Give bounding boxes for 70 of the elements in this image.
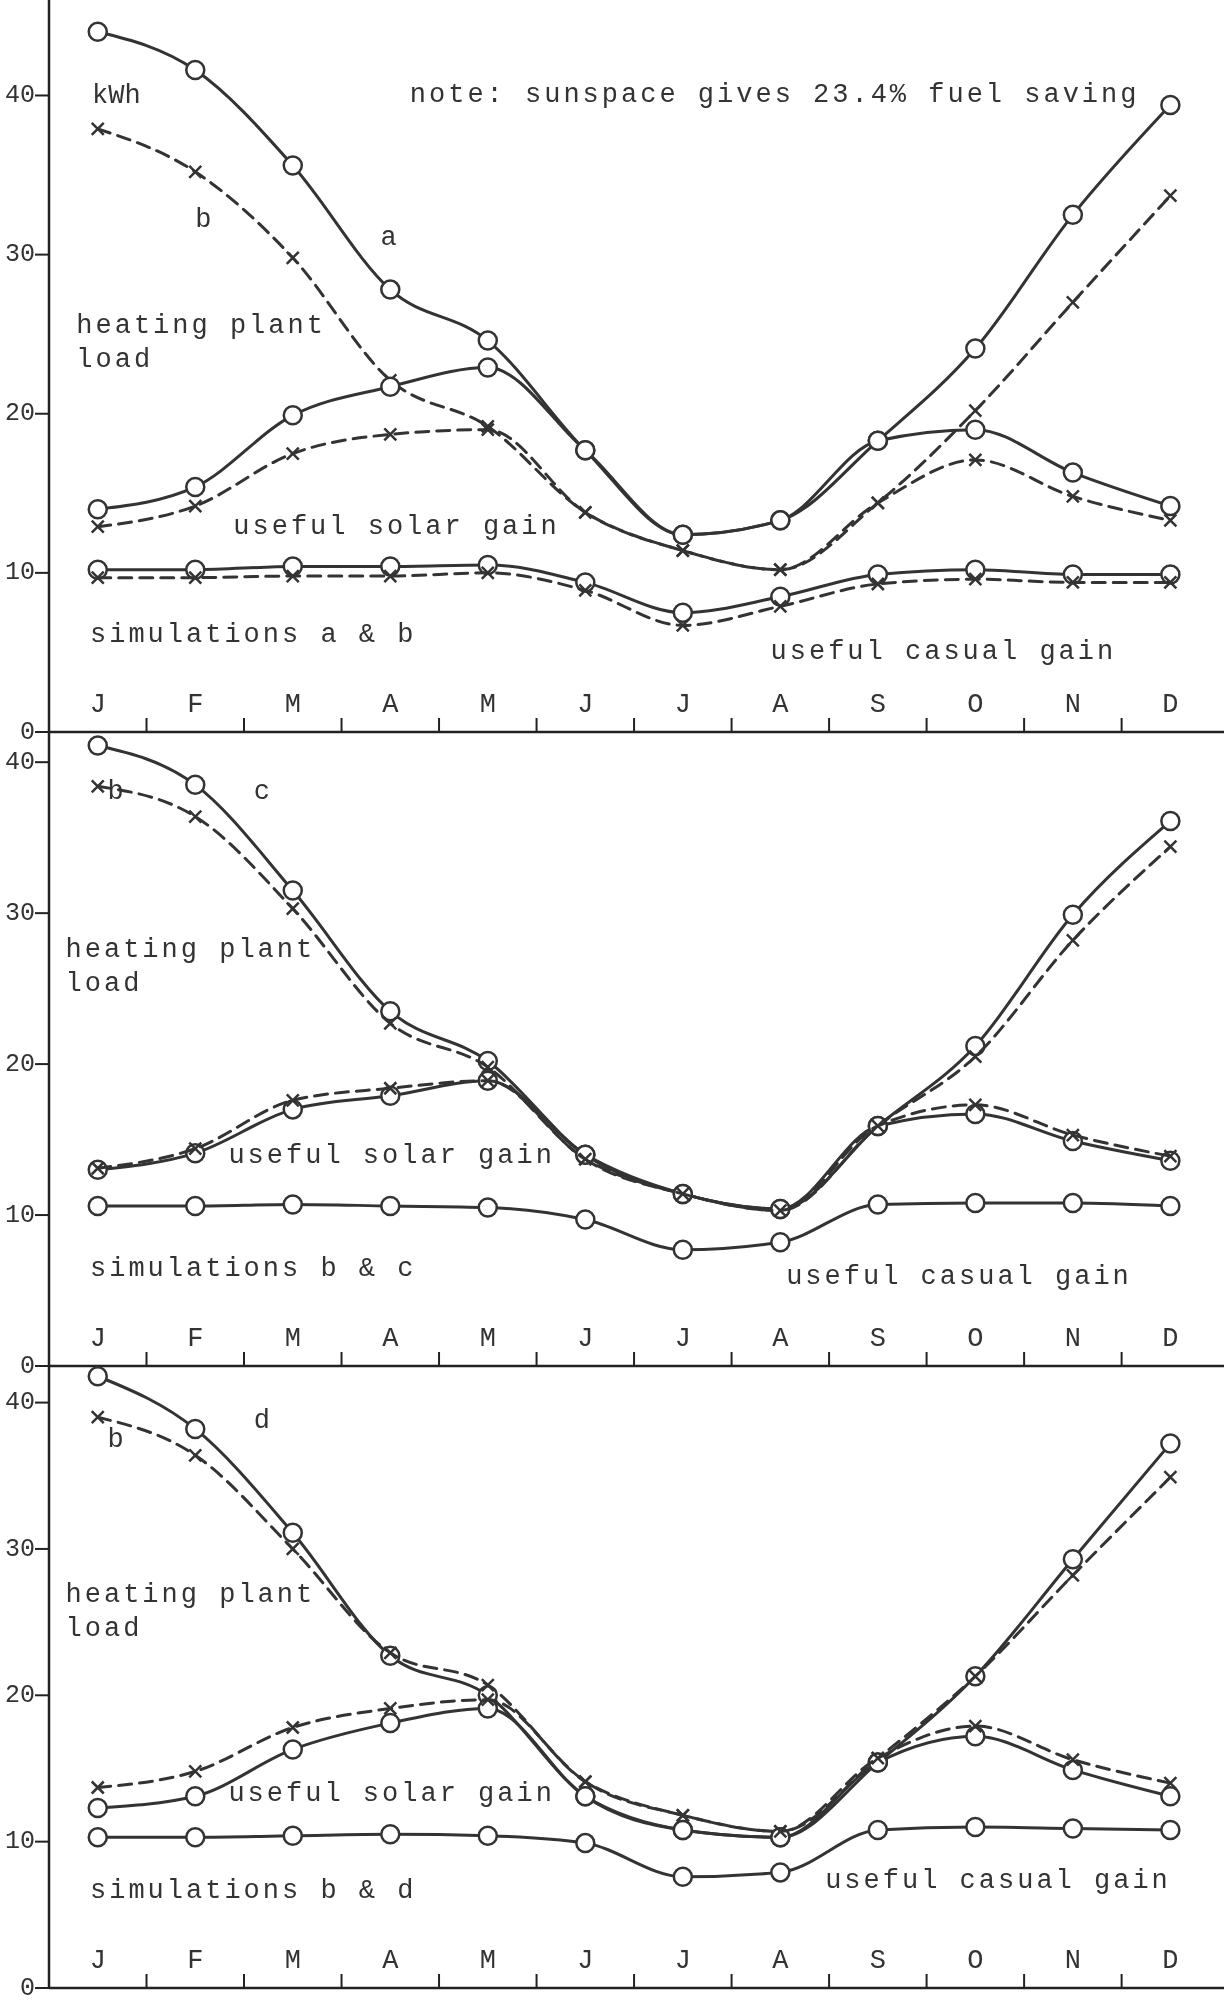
x-tick-label: S: [869, 1324, 886, 1354]
annotation: heating plant load: [65, 935, 316, 1000]
y-axis-title: kWh: [92, 81, 141, 112]
annotation: useful casual gain: [825, 1866, 1171, 1897]
text: simulations b & d: [90, 1876, 417, 1906]
x-tick-label: J: [89, 690, 106, 720]
x-tick-label: O: [967, 1324, 984, 1354]
y-tick-label: 0: [19, 1973, 35, 2003]
x-tick-label: M: [284, 690, 301, 720]
x-tick-label: A: [382, 690, 400, 720]
x-tick-label: D: [1162, 690, 1179, 720]
x-tick-label: J: [674, 1324, 691, 1354]
x-tick-label: A: [382, 1324, 400, 1354]
annotation: note: sunspace gives 23.4% fuel saving: [409, 80, 1140, 111]
text: simulations b & c: [90, 1254, 417, 1284]
annotation: d: [253, 1406, 273, 1437]
y-tick-label: 30: [4, 240, 35, 270]
x-tick-label: F: [187, 1946, 204, 1976]
annotation: useful casual gain: [786, 1261, 1132, 1292]
y-tick-label: 10: [4, 1200, 35, 1230]
y-tick-label: 40: [4, 747, 35, 777]
x-tick-label: N: [1064, 1324, 1081, 1354]
x-tick-label: F: [187, 690, 204, 720]
x-tick-label: J: [674, 1946, 691, 1976]
x-tick-label: D: [1162, 1324, 1179, 1354]
y-tick-label: 30: [4, 1534, 35, 1564]
x-tick-label: J: [577, 1946, 594, 1976]
y-tick-label: 20: [4, 1049, 35, 1079]
x-tick-label: O: [967, 690, 984, 720]
x-tick-label: M: [479, 690, 496, 720]
y-tick-label: 0: [19, 1351, 35, 1381]
annotation: useful solar gain: [228, 1779, 555, 1810]
y-tick-label: 0: [19, 717, 35, 747]
y-tick-label: 10: [4, 558, 35, 588]
text: simulations a & b: [90, 620, 417, 650]
annotation: heating plant load: [65, 1580, 316, 1645]
x-tick-label: M: [284, 1946, 301, 1976]
x-tick-label: S: [869, 690, 886, 720]
annotation: b: [195, 204, 215, 235]
annotation: b: [107, 1424, 127, 1455]
annotation: a: [380, 223, 400, 254]
x-tick-label: J: [89, 1324, 106, 1354]
y-tick-label: 20: [4, 1680, 35, 1710]
annotation: c: [253, 776, 273, 807]
y-tick-label: 40: [4, 1388, 35, 1418]
x-tick-label: O: [967, 1946, 984, 1976]
y-tick-label: 20: [4, 399, 35, 429]
annotation: useful solar gain: [233, 512, 560, 543]
x-tick-label: D: [1162, 1946, 1179, 1976]
x-tick-label: M: [479, 1324, 496, 1354]
x-tick-label: J: [674, 690, 691, 720]
annotation: heating plant load: [76, 311, 326, 376]
x-tick-label: M: [284, 1324, 301, 1354]
x-tick-label: J: [577, 1324, 594, 1354]
x-tick-label: F: [187, 1324, 204, 1354]
y-tick-label: 30: [4, 898, 35, 928]
x-tick-label: A: [772, 690, 790, 720]
x-tick-label: A: [772, 1946, 790, 1976]
y-tick-label: 10: [4, 1827, 35, 1857]
x-tick-label: S: [869, 1946, 886, 1976]
y-tick-label: 40: [4, 81, 35, 111]
x-tick-label: A: [772, 1324, 790, 1354]
x-tick-label: N: [1064, 1946, 1081, 1976]
annotation: useful casual gain: [770, 636, 1117, 667]
annotation: useful solar gain: [228, 1141, 555, 1172]
x-tick-label: J: [89, 1946, 106, 1976]
x-tick-label: M: [479, 1946, 496, 1976]
x-tick-label: A: [382, 1946, 400, 1976]
x-tick-label: N: [1064, 690, 1081, 720]
x-tick-label: J: [577, 690, 594, 720]
